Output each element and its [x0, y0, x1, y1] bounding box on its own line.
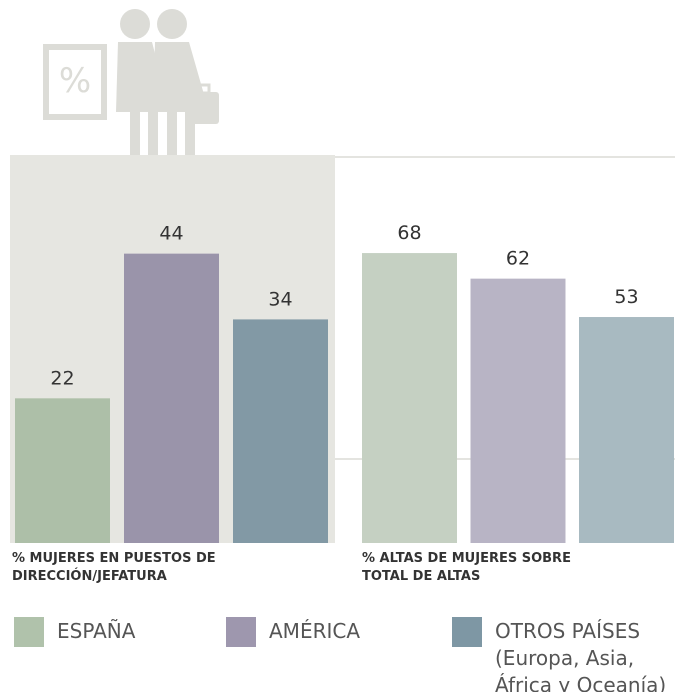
value-label: 22 [50, 367, 74, 389]
bar [124, 253, 219, 543]
legend-label: AMÉRICA [269, 619, 361, 643]
value-label: 53 [614, 286, 638, 308]
value-label: 34 [268, 288, 292, 310]
bar [470, 278, 566, 543]
icon: % [43, 9, 219, 155]
legend-swatch [14, 617, 44, 647]
panel-title: % ALTAS DE MUJERES SOBRE TOTAL DE ALTAS [362, 551, 571, 584]
svg-text:%: % [59, 61, 91, 101]
value-label: 44 [159, 223, 183, 245]
bar [15, 398, 110, 543]
bar [579, 317, 674, 543]
bar [233, 319, 328, 543]
value-label: 68 [397, 222, 421, 244]
bar [362, 253, 457, 544]
panel-title: % MUJERES EN PUESTOS DE DIRECCIÓN/JEFATU… [12, 551, 216, 584]
legend-swatch [226, 617, 256, 647]
legend-detail: (Europa, Asia, África y Oceanía) [495, 646, 667, 692]
legend-label: OTROS PAÍSES [495, 619, 641, 643]
legend-swatch [452, 617, 482, 647]
legend-label: ESPAÑA [57, 619, 136, 643]
value-label: 62 [506, 248, 530, 270]
